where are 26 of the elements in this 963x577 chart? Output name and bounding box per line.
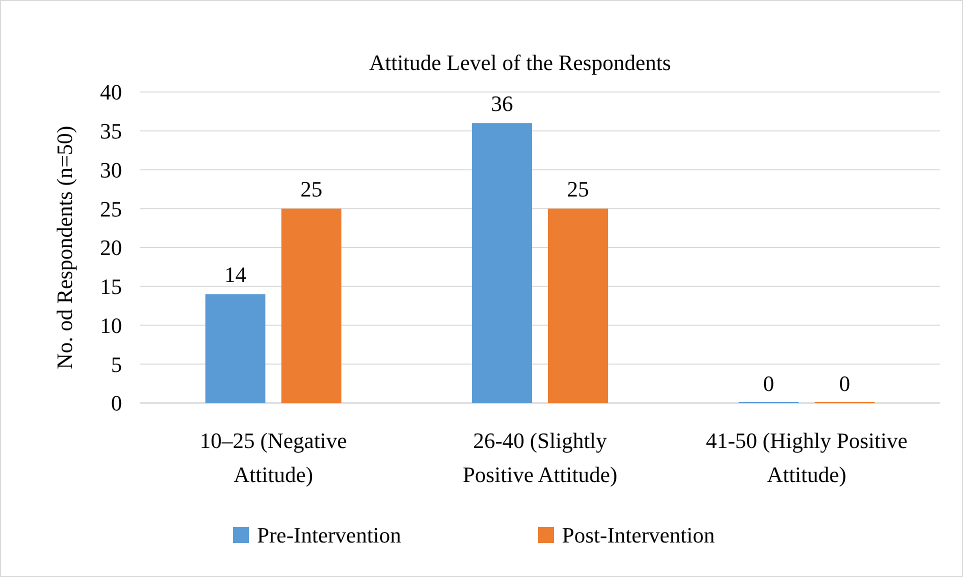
data-label: 0 [763, 371, 774, 396]
legend-label: Post-Intervention [562, 522, 715, 548]
y-tick-label: 30 [100, 157, 122, 182]
y-axis-title: No. od Respondents (n=50) [52, 126, 77, 370]
y-tick-label: 40 [100, 80, 122, 105]
data-label: 0 [839, 371, 850, 396]
bar [472, 123, 532, 403]
x-tick-label: 41-50 (Highly Positive Attitude) [706, 428, 908, 487]
data-label: 36 [491, 91, 513, 116]
data-label: 14 [224, 262, 246, 288]
bar [281, 208, 342, 403]
y-tick-label: 10 [100, 312, 122, 338]
bar [548, 208, 608, 403]
bar [205, 294, 266, 403]
y-tick-label: 20 [100, 235, 122, 260]
y-tick-label: 25 [100, 196, 122, 222]
data-label: 25 [567, 176, 589, 202]
y-tick-label: 0 [111, 390, 122, 416]
legend-label: Pre-Intervention [257, 522, 402, 548]
x-tick-label: 10–25 (Negative Attitude) [200, 428, 347, 487]
y-tick-label: 15 [100, 274, 122, 300]
y-tick-label: 5 [111, 352, 122, 377]
x-tick-label: 26-40 (Slightly Positive Attitude) [462, 428, 618, 487]
data-label: 25 [300, 176, 322, 202]
y-tick-label: 35 [100, 118, 122, 144]
chart-title: Attitude Level of the Respondents [369, 50, 671, 75]
